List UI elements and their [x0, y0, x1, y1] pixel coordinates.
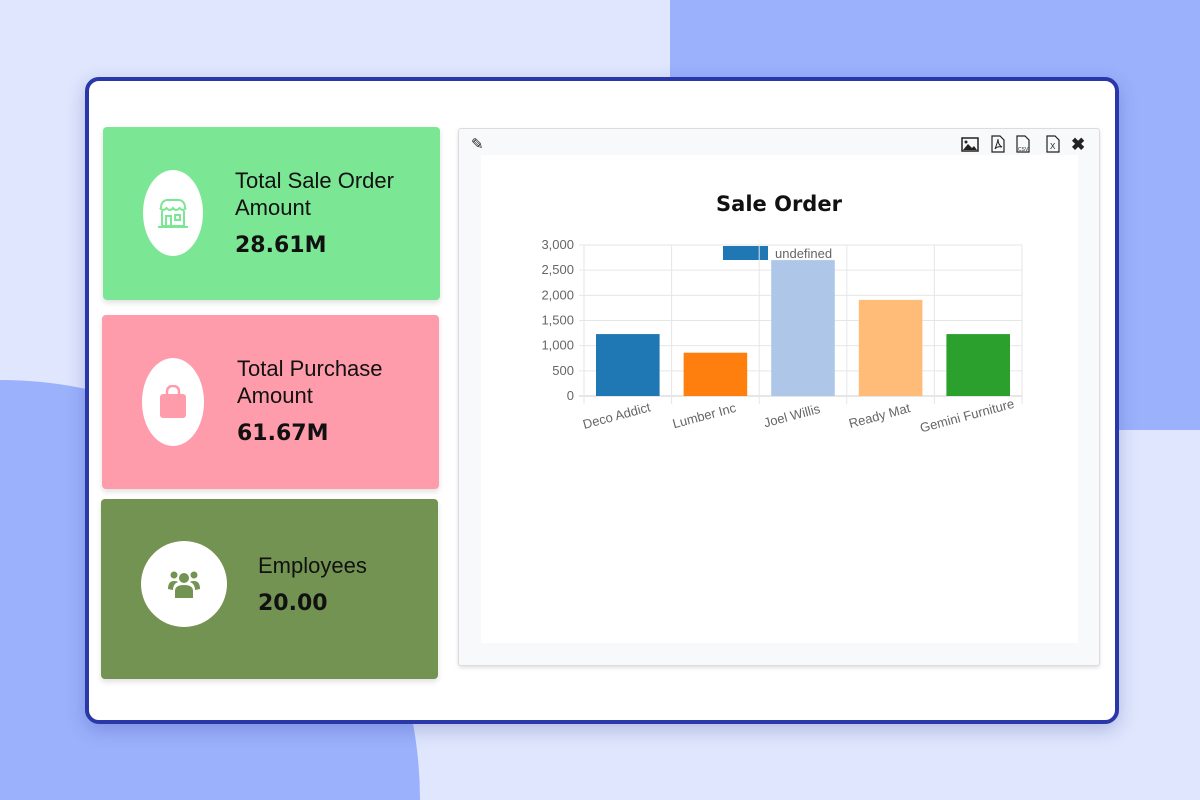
card-title-line: Total Purchase [237, 356, 383, 381]
y-tick-label: 2,500 [541, 262, 574, 277]
image-icon[interactable] [961, 137, 979, 155]
y-tick-label: 500 [552, 363, 574, 378]
legend-label: undefined [775, 246, 832, 261]
bar [683, 352, 748, 396]
x-tick-label: Joel Willis [762, 401, 822, 431]
users-icon [141, 541, 227, 627]
csv-icon[interactable]: CSV [1016, 135, 1032, 158]
legend-swatch [723, 246, 768, 260]
x-tick-label: Gemini Furniture [918, 396, 1015, 436]
svg-text:X: X [1050, 142, 1056, 151]
chart-panel: ✎ CSV X ✖ Sale Order undefined 0 500 1,000 1,… [458, 128, 1100, 666]
x-tick-label: Deco Addict [581, 399, 652, 432]
card-value: 28.61M [235, 233, 327, 258]
card-value: 20.00 [258, 591, 328, 616]
card-title: Total Purchase Amount [237, 355, 383, 409]
chart-area: Sale Order undefined 0 500 1,000 1,500 2,000 2,… [481, 155, 1078, 643]
pdf-icon[interactable] [991, 135, 1005, 156]
svg-text:CSV: CSV [1018, 147, 1029, 153]
card-title-line: Total Sale Order [235, 168, 394, 193]
card-total-purchase[interactable]: Total Purchase Amount 61.67M [102, 315, 439, 489]
close-icon[interactable]: ✖ [1071, 135, 1086, 154]
y-tick-label: 3,000 [541, 237, 574, 252]
y-tick-label: 1,000 [541, 338, 574, 353]
card-employees[interactable]: Employees 20.00 [101, 499, 438, 679]
card-title: Employees [258, 553, 367, 578]
y-tick-label: 2,000 [541, 287, 574, 302]
bar [946, 334, 1010, 396]
y-tick-label: 1,500 [541, 313, 574, 328]
card-title-line: Amount [235, 195, 311, 220]
bar-chart: Sale Order undefined 0 500 1,000 1,500 2,000 2,… [541, 192, 1023, 436]
excel-icon[interactable]: X [1046, 135, 1060, 156]
edit-icon[interactable]: ✎ [471, 136, 484, 153]
card-value: 61.67M [237, 421, 329, 446]
card-title-line: Amount [237, 383, 313, 408]
y-tick-label: 0 [567, 388, 574, 403]
bar [771, 260, 835, 396]
shopping-bag-icon [142, 358, 204, 446]
store-icon [143, 170, 203, 256]
bar [596, 334, 660, 396]
x-tick-label: Ready Mat [847, 400, 912, 431]
chart-title: Sale Order [716, 192, 843, 216]
card-title: Total Sale Order Amount [235, 167, 394, 221]
bar [858, 299, 923, 396]
dashboard-window: Total Sale Order Amount 28.61M Total Purc… [85, 77, 1119, 724]
card-total-sale-order[interactable]: Total Sale Order Amount 28.61M [103, 127, 440, 300]
x-tick-label: Lumber Inc [671, 400, 738, 431]
